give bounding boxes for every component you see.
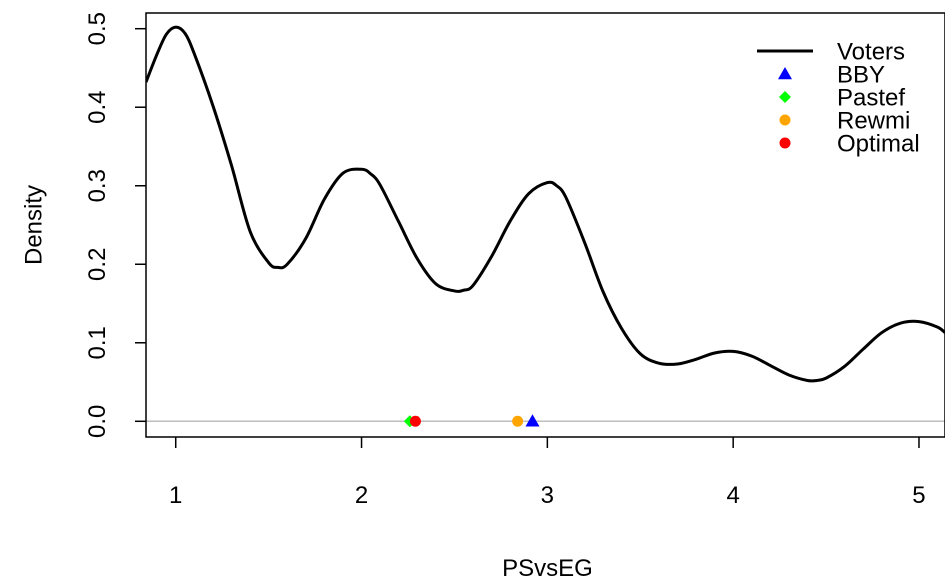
y-tick-label: 0.0 bbox=[84, 405, 111, 438]
x-tick-label: 5 bbox=[912, 482, 925, 509]
y-tick-label: 0.3 bbox=[84, 169, 111, 202]
point-bby bbox=[525, 414, 540, 427]
y-tick-label: 0.5 bbox=[84, 12, 111, 45]
y-tick-label: 0.4 bbox=[84, 91, 111, 124]
x-tick-label: 3 bbox=[541, 482, 554, 509]
legend-key-rewmi bbox=[779, 114, 791, 126]
legend-label-pastef: Pastef bbox=[837, 85, 905, 112]
plot-frame bbox=[145, 12, 945, 438]
legend-label-optimal: Optimal bbox=[837, 131, 920, 158]
x-tick-label: 1 bbox=[169, 482, 182, 509]
legend-key-optimal bbox=[779, 137, 791, 149]
y-tick-label: 0.1 bbox=[84, 326, 111, 359]
legend-label-voters: Voters bbox=[837, 39, 905, 66]
point-rewmi bbox=[512, 415, 524, 427]
x-tick-label: 2 bbox=[355, 482, 368, 509]
legend-label-bby: BBY bbox=[837, 62, 885, 89]
y-tick-label: 0.2 bbox=[84, 248, 111, 281]
legend-label-rewmi: Rewmi bbox=[837, 108, 910, 135]
point-optimal bbox=[409, 415, 421, 427]
x-axis-title: PSvsEG bbox=[502, 555, 593, 581]
y-axis-title: Density bbox=[20, 185, 47, 265]
y-axis: 0.0 0.1 0.2 0.3 0.4 0.5 bbox=[84, 12, 146, 438]
legend-key-bby bbox=[778, 67, 792, 80]
x-axis: 1 2 3 4 5 bbox=[169, 437, 926, 509]
x-tick-label: 4 bbox=[726, 482, 739, 509]
legend-key-pastef bbox=[779, 91, 791, 103]
series-line-voters bbox=[146, 25, 945, 383]
